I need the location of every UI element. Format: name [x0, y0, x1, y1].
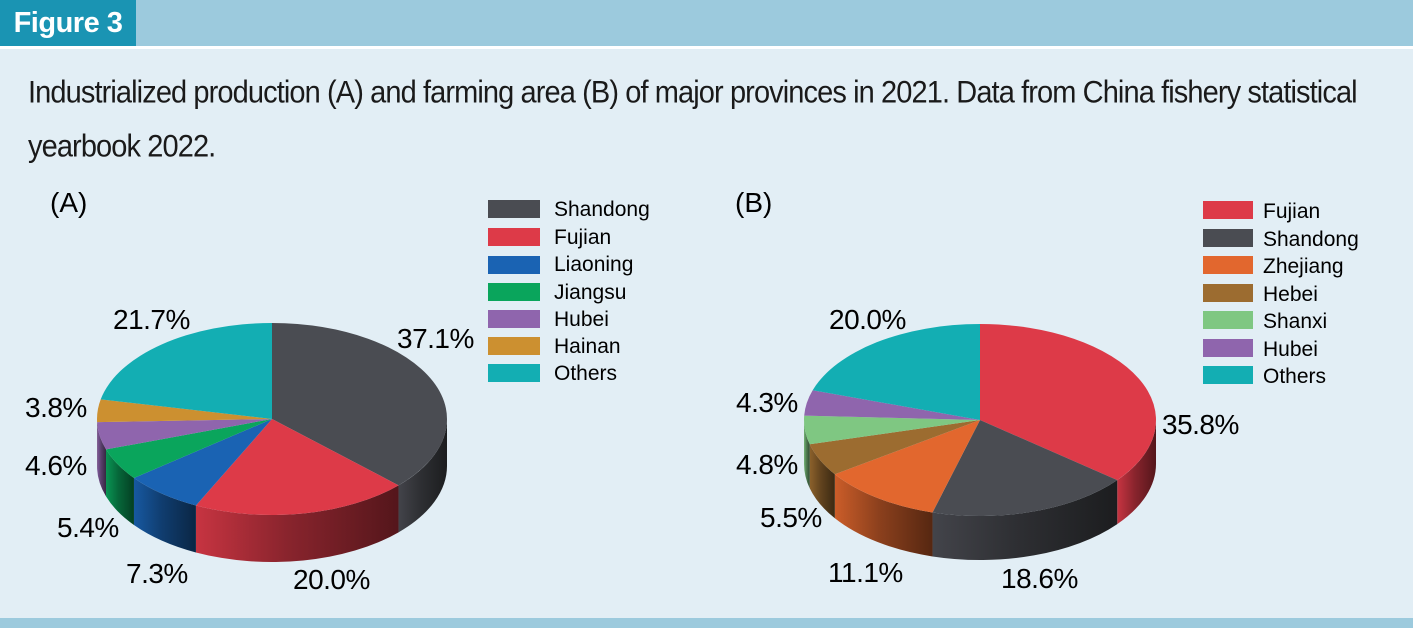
panel-b: (B) 35.8% 18.6% 11.1% 5.5% 4.8% 4.3% 20.… — [735, 187, 1359, 594]
pie-a-value-label: 5.4% — [57, 512, 119, 543]
legend-b-label: Fujian — [1263, 200, 1320, 223]
legend-a-item: Liaoning — [488, 253, 633, 276]
pie-b-slice-side — [809, 444, 835, 519]
pie-b-slice-side — [834, 474, 933, 557]
pie-a-slice — [133, 419, 272, 506]
pie-b-value-label: 5.5% — [760, 502, 822, 533]
pie-b-slice-side — [804, 420, 810, 489]
legend-b-label: Shanxi — [1263, 310, 1327, 333]
pie-b — [803, 324, 1157, 560]
legend-b-label: Others — [1263, 365, 1326, 388]
pie-a-value-label: 4.6% — [25, 450, 87, 481]
pie-b-slice — [812, 324, 980, 420]
legend-b-swatch — [1203, 284, 1253, 302]
header-rule — [0, 46, 1413, 49]
legend-b-swatch — [1203, 311, 1253, 329]
legend-b-item: Hebei — [1203, 283, 1318, 306]
pie-a-value-label: 21.7% — [113, 304, 190, 335]
legend-a-item: Jiangsu — [488, 281, 626, 304]
pie-b-slice — [980, 324, 1157, 481]
pie-a-value-label: 20.0% — [293, 564, 370, 595]
legend-b: Fujian Shandong Zhejiang Hebei Shanxi Hu… — [1203, 200, 1359, 388]
pie-b-value-label: 20.0% — [829, 304, 906, 335]
legend-a-swatch — [488, 364, 540, 382]
legend-a-item: Others — [488, 362, 617, 385]
pie-a-value-labels: 37.1% 20.0% 7.3% 5.4% 4.6% 3.8% 21.7% — [25, 304, 474, 595]
legend-a-label: Hubei — [554, 308, 609, 331]
legend-a-swatch — [488, 256, 540, 274]
legend-a-item: Hainan — [488, 335, 621, 358]
legend-b-swatch — [1203, 256, 1253, 274]
legend-a-label: Hainan — [554, 335, 621, 358]
header-band — [0, 0, 1413, 46]
legend-b-item: Others — [1203, 365, 1326, 388]
pie-a-slice-side — [398, 419, 448, 533]
pie-b-value-label: 18.6% — [1001, 563, 1078, 594]
legend-b-item: Hubei — [1203, 338, 1318, 361]
pie-a-value-label: 7.3% — [126, 558, 188, 589]
legend-b-item: Zhejiang — [1203, 255, 1344, 278]
panel-a-label: (A) — [50, 187, 87, 218]
panel-a: (A) 37.1% 20.0% 7.3% 5.4% 4.6% 3.8% 21.7… — [25, 187, 650, 595]
legend-a-label: Fujian — [554, 226, 611, 249]
legend-b-label: Shandong — [1263, 228, 1359, 251]
legend-a: Shandong Fujian Liaoning Jiangsu Hubei H… — [488, 198, 650, 385]
pie-b-slice-side — [1117, 420, 1156, 525]
legend-a-item: Fujian — [488, 226, 611, 249]
legend-b-swatch — [1203, 339, 1253, 357]
legend-a-swatch — [488, 228, 540, 246]
legend-a-item: Shandong — [488, 198, 650, 221]
pie-b-value-label: 4.8% — [736, 449, 798, 480]
pie-a-value-label: 37.1% — [397, 323, 474, 354]
pie-b-slice — [834, 420, 980, 513]
legend-b-swatch — [1203, 366, 1253, 384]
pie-a-slice-side — [195, 485, 399, 563]
legend-a-swatch — [488, 200, 540, 218]
figure-label: Figure 3 — [0, 0, 136, 46]
pie-a-slice — [100, 323, 272, 419]
pie-b-slice — [932, 420, 1118, 516]
pie-b-slice — [803, 415, 980, 445]
legend-a-swatch — [488, 310, 540, 328]
legend-a-label: Liaoning — [554, 253, 633, 276]
pie-b-slice — [804, 390, 980, 420]
footer-band — [0, 618, 1413, 628]
panel-b-label: (B) — [735, 187, 772, 218]
legend-b-label: Hebei — [1263, 283, 1318, 306]
legend-a-swatch — [488, 337, 540, 355]
pie-a-slice — [97, 419, 272, 450]
pie-a-slice-side — [106, 449, 134, 526]
pie-b-value-labels: 35.8% 18.6% 11.1% 5.5% 4.8% 4.3% 20.0% — [736, 304, 1239, 594]
pie-b-value-label: 11.1% — [828, 557, 903, 588]
legend-b-item: Shanxi — [1203, 310, 1327, 333]
legend-a-item: Hubei — [488, 308, 609, 331]
legend-b-swatch — [1203, 229, 1253, 247]
legend-b-item: Fujian — [1203, 200, 1320, 223]
legend-b-swatch — [1203, 201, 1253, 219]
pie-a-slice — [106, 419, 272, 479]
pie-b-value-label: 4.3% — [736, 387, 798, 418]
pie-a-value-label: 3.8% — [25, 392, 87, 423]
legend-b-label: Hubei — [1263, 338, 1318, 361]
pie-a-slice — [195, 419, 399, 516]
pie-a-slice-side — [97, 422, 107, 497]
pie-a-slice — [272, 323, 448, 486]
pie-a-slice-side — [133, 478, 196, 553]
legend-a-label: Others — [554, 362, 617, 385]
pie-a-slice — [97, 399, 272, 423]
pie-b-slice — [809, 420, 980, 475]
legend-b-item: Shandong — [1203, 228, 1359, 251]
figure-caption: Industrialized production (A) and farmin… — [28, 75, 1358, 165]
legend-a-label: Shandong — [554, 198, 650, 221]
legend-b-label: Zhejiang — [1263, 255, 1344, 278]
legend-a-label: Jiangsu — [554, 281, 626, 304]
pie-b-value-label: 35.8% — [1162, 409, 1239, 440]
pie-a — [97, 323, 448, 563]
legend-a-swatch — [488, 283, 540, 301]
pie-b-slice-side — [932, 480, 1118, 560]
